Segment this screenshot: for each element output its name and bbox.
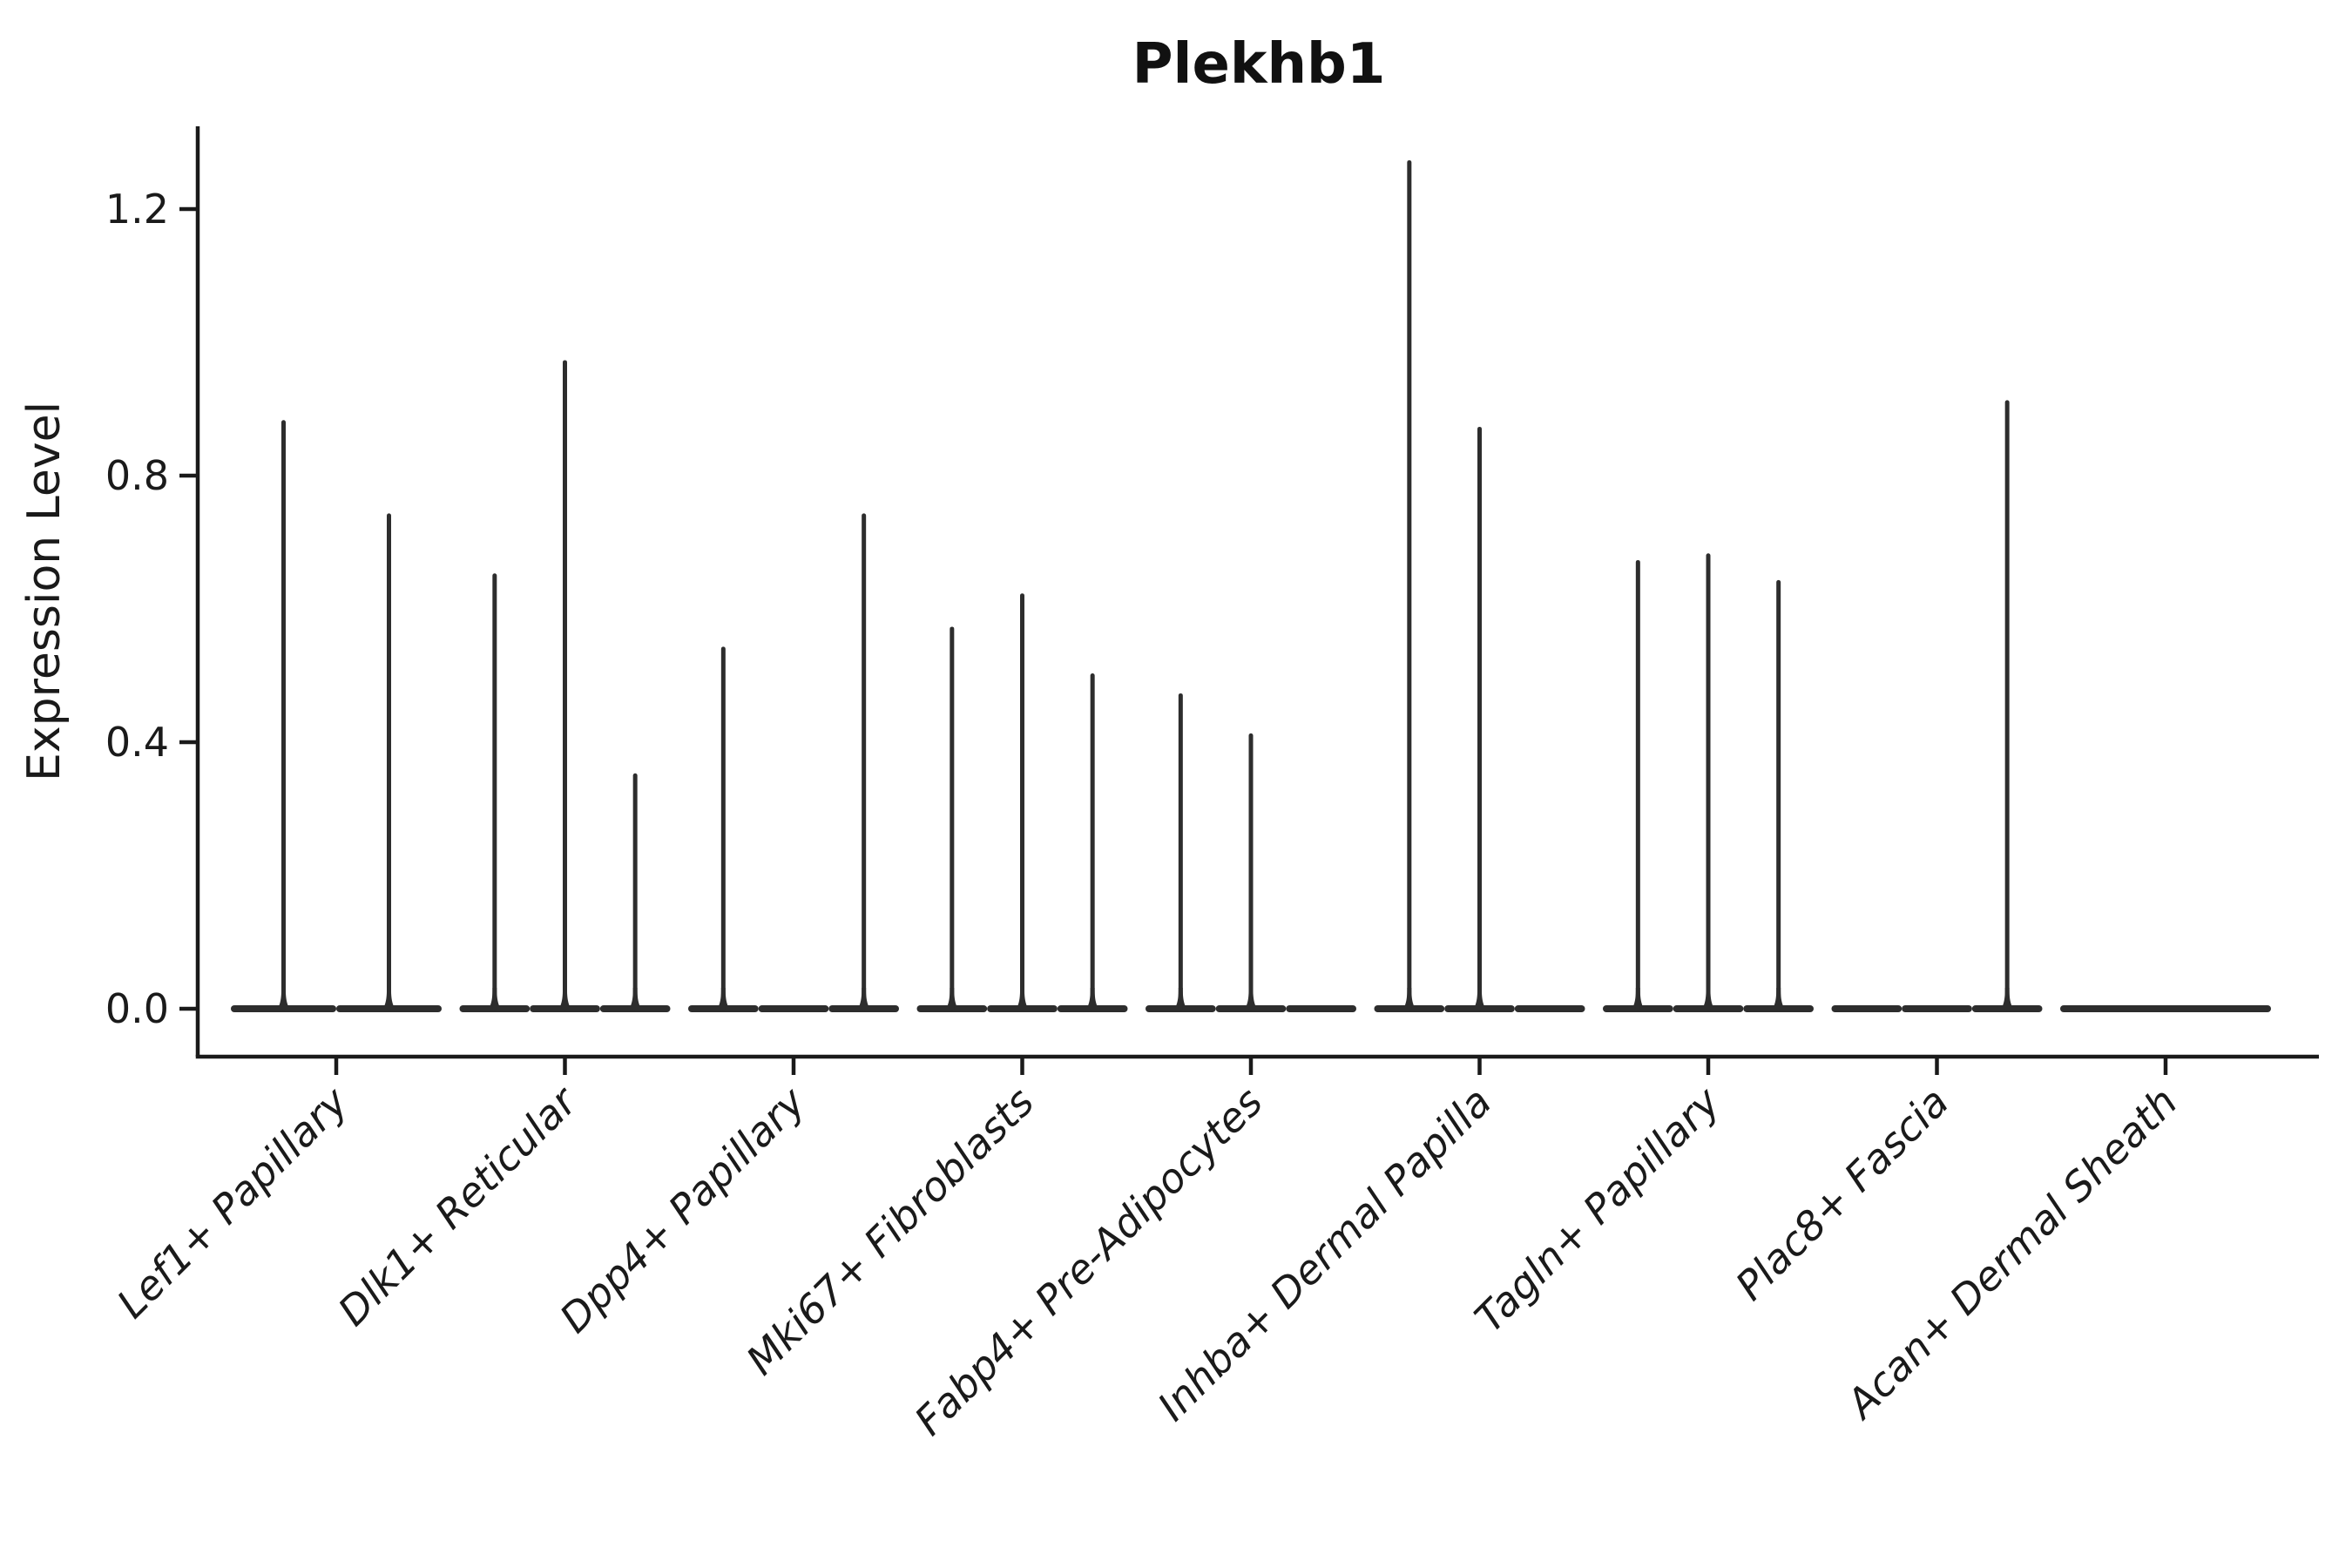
violin-group xyxy=(1374,159,1585,1012)
violin-group xyxy=(231,420,442,1012)
violin-group xyxy=(1831,400,2043,1012)
x-tick-label: Dlk1+ Reticular xyxy=(329,1076,588,1335)
x-tick-label: Tagln+ Papillary xyxy=(1465,1078,1729,1342)
x-tick-label: Dpp4+ Papillary xyxy=(551,1078,814,1342)
x-tick-label: Plac8+ Fascia xyxy=(1727,1078,1957,1309)
y-tick-label: 1.2 xyxy=(105,186,169,233)
y-tick-label: 0.8 xyxy=(105,452,169,499)
violin-group xyxy=(916,593,1128,1012)
violin-group xyxy=(688,513,899,1012)
violins-layer xyxy=(231,159,2271,1012)
chart-title: Plekhb1 xyxy=(1132,32,1386,97)
y-tick-label: 0.0 xyxy=(105,985,169,1032)
x-tick-label: Lef1+ Papillary xyxy=(108,1078,357,1327)
violin-group xyxy=(459,360,671,1012)
y-axis-label: Expression Level xyxy=(18,402,71,781)
y-tick-label: 0.4 xyxy=(105,719,169,766)
violin-group xyxy=(1146,693,1356,1012)
violin-group xyxy=(1603,553,1814,1012)
